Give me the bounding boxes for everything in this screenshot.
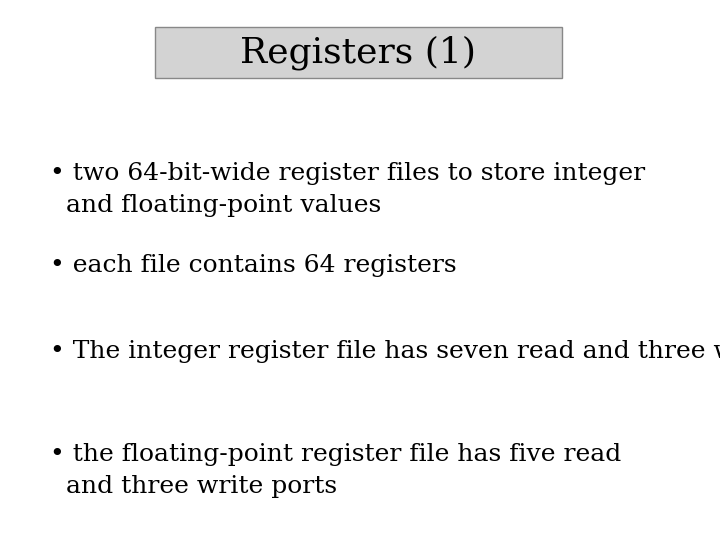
Text: • the floating-point register file has five read
  and three write ports: • the floating-point register file has f… [50,443,621,498]
FancyBboxPatch shape [155,27,562,78]
Text: Registers (1): Registers (1) [240,35,476,70]
Text: • The integer register file has seven read and three write ports: • The integer register file has seven re… [50,340,720,363]
Text: • two 64-bit-wide register files to store integer
  and floating-point values: • two 64-bit-wide register files to stor… [50,162,646,217]
Text: • each file contains 64 registers: • each file contains 64 registers [50,254,457,277]
